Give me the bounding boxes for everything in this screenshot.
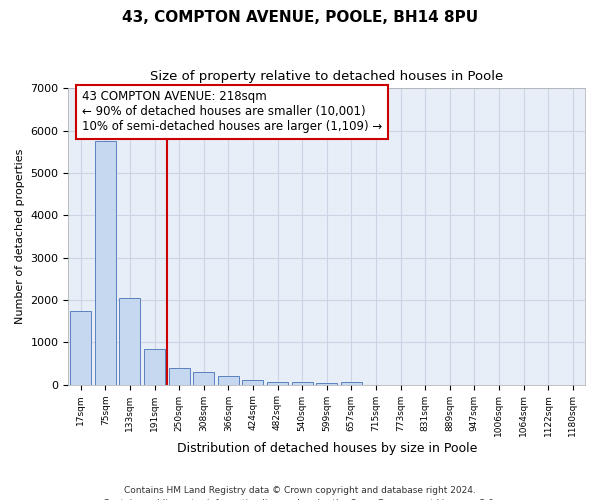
Text: Contains public sector information licensed under the Open Government Licence v3: Contains public sector information licen… <box>103 498 497 500</box>
Bar <box>169 368 190 384</box>
Bar <box>341 382 362 384</box>
Bar <box>242 380 263 384</box>
Bar <box>144 348 165 384</box>
Bar <box>292 382 313 384</box>
Text: Contains HM Land Registry data © Crown copyright and database right 2024.: Contains HM Land Registry data © Crown c… <box>124 486 476 495</box>
Bar <box>70 310 91 384</box>
Bar <box>193 372 214 384</box>
Bar <box>119 298 140 384</box>
Bar <box>218 376 239 384</box>
Bar <box>95 141 116 384</box>
Title: Size of property relative to detached houses in Poole: Size of property relative to detached ho… <box>150 70 503 83</box>
Bar <box>316 383 337 384</box>
Y-axis label: Number of detached properties: Number of detached properties <box>15 149 25 324</box>
Text: 43, COMPTON AVENUE, POOLE, BH14 8PU: 43, COMPTON AVENUE, POOLE, BH14 8PU <box>122 10 478 25</box>
X-axis label: Distribution of detached houses by size in Poole: Distribution of detached houses by size … <box>176 442 477 455</box>
Text: 43 COMPTON AVENUE: 218sqm
← 90% of detached houses are smaller (10,001)
10% of s: 43 COMPTON AVENUE: 218sqm ← 90% of detac… <box>82 90 382 134</box>
Bar <box>267 382 288 384</box>
